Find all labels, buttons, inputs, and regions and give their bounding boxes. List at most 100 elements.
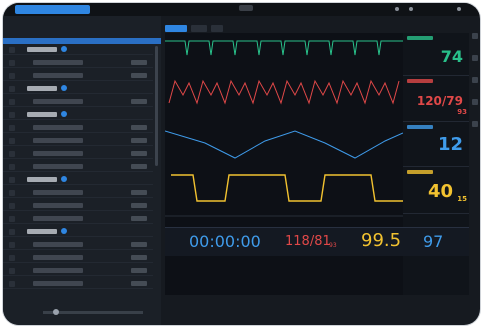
settings-section[interactable] [3, 228, 153, 237]
setting-value[interactable] [131, 138, 147, 143]
settings-row[interactable] [3, 59, 153, 68]
record-icon[interactable] [472, 77, 478, 83]
setting-icon [9, 190, 15, 196]
setting-label [33, 242, 83, 247]
co2-value: 12 [437, 134, 463, 155]
settings-row[interactable] [3, 202, 153, 211]
setting-value[interactable] [131, 164, 147, 169]
setting-label [33, 60, 83, 65]
tab-1[interactable] [165, 25, 187, 32]
setting-value[interactable] [131, 60, 147, 65]
menu-icon[interactable] [472, 33, 478, 39]
alarm-icon[interactable] [472, 55, 478, 61]
settings-panel [3, 16, 161, 325]
setting-icon [9, 73, 15, 79]
setting-icon [9, 242, 15, 248]
setting-label [33, 216, 83, 221]
setting-label [33, 99, 83, 104]
settings-row[interactable] [3, 137, 153, 146]
setting-value[interactable] [131, 242, 147, 247]
waveform-tabs [165, 25, 465, 32]
section-badge-icon [61, 111, 67, 117]
setting-label [33, 125, 83, 130]
trend-icon[interactable] [472, 99, 478, 105]
settings-section[interactable] [3, 111, 153, 120]
setting-label [33, 255, 83, 260]
setting-value[interactable] [131, 99, 147, 104]
settings-row[interactable] [3, 267, 153, 276]
setting-label [33, 138, 83, 143]
nibp-mean: 93 [329, 242, 337, 249]
temp-value: 99.5 [361, 230, 402, 251]
settings-row[interactable] [3, 280, 153, 289]
ecg-waveform [165, 40, 403, 56]
bottom-readouts: 00:00:00 118/81 93 99.5 97 [165, 227, 469, 256]
setting-icon [9, 125, 15, 131]
setting-icon [9, 268, 15, 274]
tab-3[interactable] [211, 25, 223, 32]
tab-2[interactable] [191, 25, 207, 32]
setting-icon [9, 164, 15, 170]
settings-row[interactable] [3, 98, 153, 107]
settings-row[interactable] [3, 215, 153, 224]
abp-mean: 93 [457, 108, 467, 116]
section-badge-icon [61, 85, 67, 91]
settings-icon[interactable] [472, 121, 478, 127]
settings-row[interactable] [3, 189, 153, 198]
window-title-tab[interactable] [15, 5, 90, 14]
settings-row[interactable] [3, 241, 153, 250]
abp-waveform [168, 79, 400, 105]
setting-icon [9, 47, 15, 53]
volume-slider-knob[interactable] [53, 309, 59, 315]
volume-slider[interactable] [43, 309, 143, 315]
abp-vital: 120/79 93 [403, 76, 469, 122]
setting-label [33, 281, 83, 286]
resp-label [407, 170, 433, 174]
setting-icon [9, 281, 15, 287]
co2-waveform [165, 130, 403, 159]
setting-value[interactable] [131, 203, 147, 208]
close-icon[interactable] [457, 7, 461, 11]
section-badge-icon [61, 46, 67, 52]
co2-vital: 12 [403, 122, 469, 167]
setting-value[interactable] [131, 268, 147, 273]
status-bar [165, 301, 469, 313]
settings-row[interactable] [3, 254, 153, 263]
section-badge-icon [61, 228, 67, 234]
setting-icon [9, 255, 15, 261]
resp-vital: 40 15 [403, 167, 469, 214]
setting-value[interactable] [131, 281, 147, 286]
settings-row[interactable] [3, 72, 153, 81]
settings-row[interactable] [3, 124, 153, 133]
setting-icon [9, 112, 15, 118]
timer-value: 00:00:00 [189, 232, 261, 251]
setting-icon [9, 86, 15, 92]
settings-row[interactable] [3, 150, 153, 159]
settings-section[interactable] [3, 46, 153, 55]
hr-value: 74 [440, 47, 463, 66]
setting-icon [9, 229, 15, 235]
setting-icon [9, 203, 15, 209]
setting-value[interactable] [131, 190, 147, 195]
setting-value[interactable] [131, 255, 147, 260]
abp-value: 120/79 [416, 94, 463, 108]
setting-icon [9, 99, 15, 105]
settings-row[interactable] [3, 163, 153, 172]
setting-icon [9, 216, 15, 222]
setting-value[interactable] [131, 151, 147, 156]
setting-icon [9, 138, 15, 144]
setting-value[interactable] [131, 73, 147, 78]
hr-label [407, 36, 433, 40]
setting-value[interactable] [131, 216, 147, 221]
wifi-icon [409, 7, 413, 11]
setting-icon [9, 177, 15, 183]
settings-scrollbar[interactable] [155, 46, 158, 166]
hr-vital: 74 [403, 33, 469, 76]
settings-section[interactable] [3, 176, 153, 185]
resp-value: 40 [427, 181, 453, 202]
setting-value[interactable] [131, 125, 147, 130]
section-badge-icon [61, 176, 67, 182]
title-bar [3, 3, 480, 16]
settings-section[interactable] [3, 85, 153, 94]
setting-label [33, 73, 83, 78]
